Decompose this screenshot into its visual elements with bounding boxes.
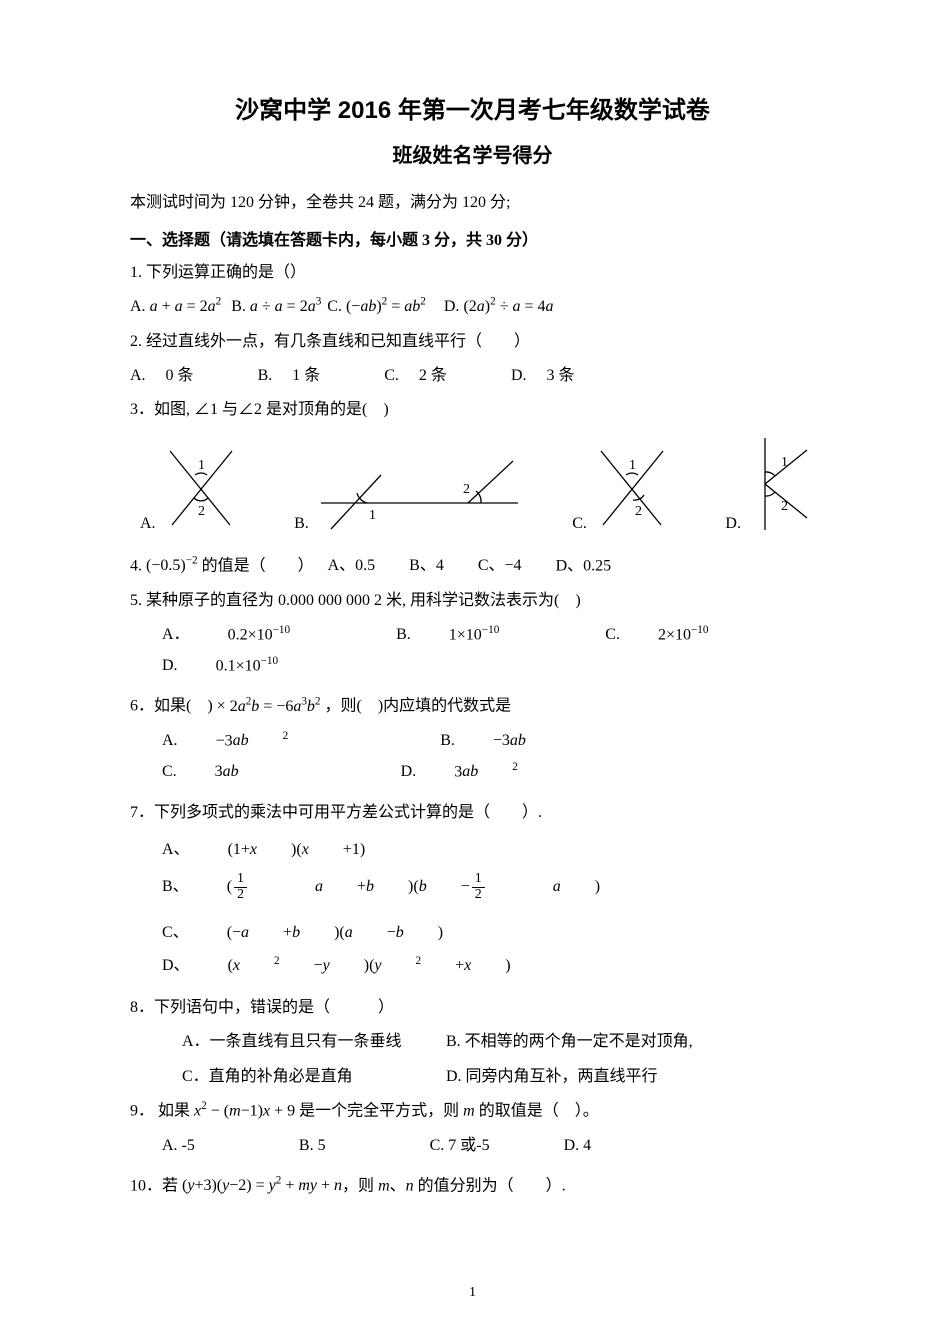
q9-opt-a: A. -5 (162, 1131, 195, 1161)
svg-text:1: 1 (629, 458, 636, 473)
q2-opt-a: A. 0 条 (130, 367, 194, 384)
q10: 10．若 (y+3)(y−2) = y2 + my + n，则 m、n 的值分别… (130, 1171, 815, 1202)
q6-options: A. −3ab2 B. −3ab C. 3ab D. 3ab2 (130, 726, 815, 787)
q6-opt-a: A. −3ab2 (162, 726, 356, 757)
q4-opt-c: C、−4 (478, 557, 522, 574)
q8-opt-a: A．一条直线有且只有一条垂线 (182, 1027, 442, 1057)
svg-text:1: 1 (781, 455, 788, 470)
q1-opt-a: A. a + a = 2a2 (130, 298, 221, 315)
q7-opt-b: B、 (12a+b)(b−12a) (162, 869, 634, 906)
q6-opt-c: C. 3ab (162, 757, 307, 787)
q6-opt-b: B. −3ab (440, 726, 594, 756)
q3-diagram-a: A. 1 2 (140, 443, 250, 533)
q3-diagrams: A. 1 2 B. (130, 438, 815, 533)
page-subtitle: 班级姓名学号得分 (130, 139, 815, 168)
q3-diagram-c: C. 1 2 (572, 443, 681, 533)
q3-diagram-b: B. 1 2 (294, 453, 528, 533)
q4: 4. (−0.5)−2 的值是（ ） A、0.5 B、4 C、−4 D、0.25 (130, 551, 815, 582)
svg-text:2: 2 (635, 504, 642, 519)
q8-row1: A．一条直线有且只有一条垂线 B. 不相等的两个角一定不是对顶角, (130, 1027, 815, 1057)
q9-opt-c: C. 7 或-5 (430, 1131, 490, 1161)
q7-opt-a: A、 (1+x)(x+1) (162, 832, 399, 869)
q5-opt-d: D. 0.1×10−10 (162, 651, 346, 682)
q1-opt-b: B. a ÷ a = 2a3 (231, 298, 321, 315)
q6-opt-d: D. 3ab2 (401, 757, 586, 788)
q3-label-c: C. (572, 515, 587, 533)
svg-text:1: 1 (198, 458, 205, 473)
q6: 6．如果( ) × 2a2b = −6a3b2 ，则( )内应填的代数式是 (130, 691, 815, 722)
q3-stem: 3．如图, ∠1 与∠2 是对顶角的是( ) (130, 395, 815, 425)
q2-opt-b: B. 1 条 (258, 367, 321, 384)
q8-row2: C．直角的补角必是直角 D. 同旁内角互补，两直线平行 (130, 1062, 815, 1092)
svg-text:1: 1 (369, 508, 376, 523)
svg-text:2: 2 (463, 482, 470, 497)
q7-stem: 7．下列多项式的乘法中可用平方差公式计算的是（ ）. (130, 798, 815, 828)
page-number: 1 (0, 1285, 945, 1301)
q8-opt-c: C．直角的补角必是直角 (182, 1062, 442, 1092)
q3-label-b: B. (294, 515, 309, 533)
svg-text:2: 2 (781, 499, 788, 514)
q7-opt-c: C、 (−a+b)(a−b) (162, 916, 477, 950)
q5-opt-c: C. 2×10−10 (605, 620, 776, 651)
q9: 9． 如果 x2 − (m−1)x + 9 是一个完全平方式，则 m 的取值是（… (130, 1096, 815, 1127)
q2-opt-d: D. 3 条 (511, 367, 575, 384)
q3-diagram-d: D. 1 2 (725, 438, 815, 533)
q2-options: A. 0 条 B. 1 条 C. 2 条 D. 3 条 (130, 361, 815, 391)
q9-opt-d: D. 4 (564, 1131, 592, 1161)
page-title: 沙窝中学 2016 年第一次月考七年级数学试卷 (130, 90, 815, 125)
q7-options-row2: C、 (−a+b)(a−b) D、 (x2−y)(y2+x) (130, 916, 815, 983)
q5-opt-a: A． 0.2×10−10 (162, 620, 358, 651)
q1-opt-d: D. (2a)2 ÷ a = 4a (444, 298, 554, 315)
q4-opt-b: B、4 (409, 557, 444, 574)
svg-text:2: 2 (198, 504, 205, 519)
q2-stem: 2. 经过直线外一点，有几条直线和已知直线平行（ ） (130, 327, 815, 357)
q9-opt-b: B. 5 (299, 1131, 326, 1161)
section-1-heading: 一、选择题（请选填在答题卡内，每小题 3 分，共 30 分） (130, 226, 815, 250)
q2-opt-c: C. 2 条 (384, 367, 447, 384)
q8-stem: 8．下列语句中，错误的是（ ） (130, 993, 815, 1023)
q1-opt-c: C. (−ab)2 = ab2 (327, 298, 426, 315)
exam-info: 本测试时间为 120 分钟，全卷共 24 题，满分为 120 分; (130, 190, 815, 216)
q7-opt-d: D、 (x2−y)(y2+x) (162, 949, 545, 983)
q7-options-row1: A、 (1+x)(x+1) B、 (12a+b)(b−12a) (130, 832, 815, 906)
q8-opt-b: B. 不相等的两个角一定不是对顶角, (446, 1033, 693, 1050)
q1-stem: 1. 下列运算正确的是（） (130, 258, 815, 288)
q4-opt-a: A、0.5 (328, 557, 376, 574)
q1-options: A. a + a = 2a2 B. a ÷ a = 2a3 C. (−ab)2 … (130, 292, 815, 323)
q5-options: A． 0.2×10−10 B. 1×10−10 C. 2×10−10 D. 0.… (130, 620, 815, 681)
q5-opt-b: B. 1×10−10 (396, 620, 567, 651)
q8-opt-d: D. 同旁内角互补，两直线平行 (446, 1068, 658, 1085)
q3-label-d: D. (725, 515, 741, 533)
q9-options: A. -5 B. 5 C. 7 或-5 D. 4 (130, 1131, 815, 1161)
q5-stem: 5. 某种原子的直径为 0.000 000 000 2 米, 用科学记数法表示为… (130, 586, 815, 616)
q4-opt-d: D、0.25 (556, 557, 612, 574)
q3-label-a: A. (140, 515, 156, 533)
